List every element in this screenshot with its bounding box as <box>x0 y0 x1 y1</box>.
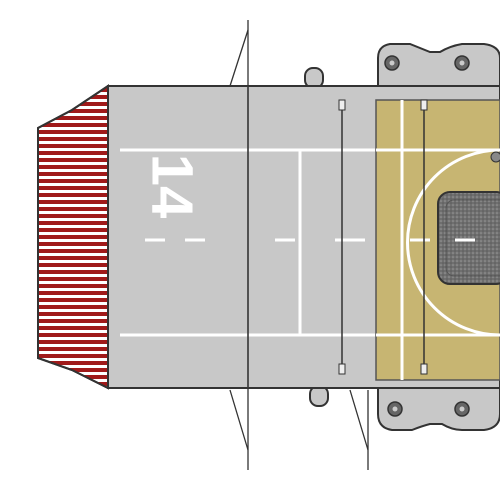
reference-line <box>349 389 369 451</box>
bow-stripe <box>38 375 108 379</box>
reference-lines <box>229 20 369 470</box>
bow-stripe <box>38 165 108 169</box>
bow-stripe <box>38 221 108 225</box>
bow-stripe <box>38 137 108 141</box>
bow-stripe <box>38 151 108 155</box>
bow-stripe <box>38 354 108 358</box>
bow-stripe <box>38 144 108 148</box>
bow-hazard-stripes <box>38 88 108 386</box>
bow-stripe <box>38 123 108 127</box>
landing-pad <box>375 99 500 381</box>
bow-stripe <box>38 228 108 232</box>
bow-stripe <box>38 158 108 162</box>
bow-section <box>37 84 109 390</box>
bow-stripe <box>38 326 108 330</box>
reference-line <box>229 29 249 87</box>
bow-stripe <box>38 235 108 239</box>
bow-stripe <box>38 361 108 365</box>
bow-stripe <box>38 179 108 183</box>
bow-stripe <box>38 214 108 218</box>
bow-stripe <box>38 270 108 274</box>
bow-stripe <box>38 186 108 190</box>
bow-stripe <box>38 130 108 134</box>
bow-stripe <box>38 319 108 323</box>
bow-stripe <box>38 284 108 288</box>
reference-line <box>229 389 249 451</box>
bow-stripe <box>38 193 108 197</box>
bow-stripe <box>38 200 108 204</box>
upper-catwalk <box>304 43 500 89</box>
bow-stripe <box>38 277 108 281</box>
bow-stripe <box>38 116 108 120</box>
bow-stripe <box>38 102 108 106</box>
bow-stripe <box>38 172 108 176</box>
bow-stripe <box>38 95 108 99</box>
lower-catwalk <box>309 385 500 431</box>
bow-stripe <box>38 249 108 253</box>
bow-stripe <box>38 340 108 344</box>
deck-number: 14 <box>140 154 205 219</box>
bow-stripe <box>38 333 108 337</box>
bow-stripe <box>38 256 108 260</box>
bow-stripe <box>38 305 108 309</box>
bow-stripe <box>38 312 108 316</box>
bow-stripe <box>38 291 108 295</box>
elevator-platform <box>437 191 500 285</box>
bow-stripe <box>38 263 108 267</box>
bow-stripe <box>38 347 108 351</box>
bow-stripe <box>38 298 108 302</box>
bow-stripe <box>38 242 108 246</box>
bow-stripe <box>38 207 108 211</box>
arrestor-wires <box>338 99 428 375</box>
bow-stripe <box>38 109 108 113</box>
